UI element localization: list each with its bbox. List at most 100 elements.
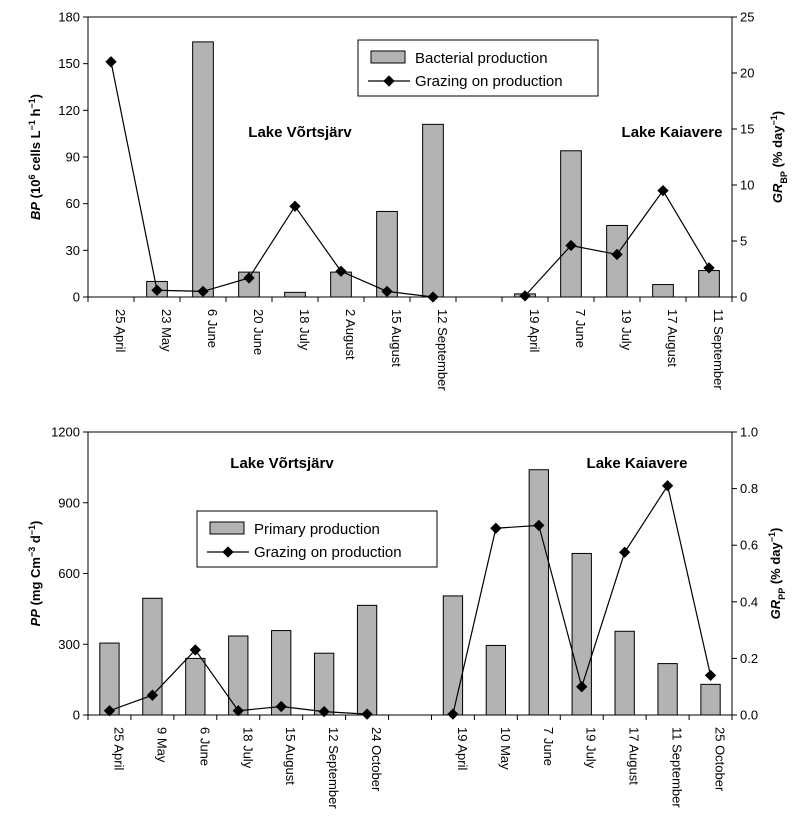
- category-label: 2 August: [343, 309, 358, 360]
- right-axis-title: GRBP (% day−1): [769, 111, 789, 203]
- lake-label: Lake Võrtsjärv: [230, 455, 334, 472]
- left-tick-label: 150: [58, 56, 80, 71]
- line-point: [381, 285, 393, 298]
- legend-bar-label: Bacterial production: [415, 50, 548, 67]
- bar: [571, 552, 592, 716]
- axis-title-sup: −3: [27, 547, 37, 557]
- right-tick-label: 25: [740, 10, 754, 25]
- axis-title-part: ): [770, 111, 785, 115]
- top-chart: 0 30 60 90 120 150 180 0 5 10 15 20 25 25 April 23 May…: [27, 10, 789, 392]
- axis-title-part: GR: [770, 183, 785, 203]
- bar: [376, 210, 398, 298]
- right-tick-label: 0.6: [740, 538, 758, 553]
- left-tick-label: 120: [58, 103, 80, 118]
- legend-line-label: Grazing on production: [415, 73, 563, 90]
- axis-title-part: h: [28, 109, 43, 121]
- right-tick-label: 1.0: [740, 425, 758, 440]
- line-point: [657, 184, 669, 197]
- category-label: 18 July: [240, 727, 255, 769]
- line-point: [335, 265, 347, 277]
- left-tick-label: 600: [58, 566, 80, 581]
- line-point: [427, 291, 439, 303]
- bar: [142, 597, 163, 716]
- legend-box: [357, 39, 599, 97]
- bar: [422, 123, 444, 298]
- legend-bar-label: Primary production: [254, 521, 380, 538]
- category-label: 25 October: [713, 727, 728, 792]
- bar: [606, 224, 628, 298]
- category-label: 24 October: [369, 727, 384, 792]
- line-point: [151, 284, 163, 296]
- line-point: [611, 248, 623, 261]
- category-label: 6 June: [205, 309, 220, 348]
- bar: [192, 41, 214, 298]
- category-label: 17 August: [665, 309, 680, 367]
- line-point: [232, 705, 244, 717]
- bar: [442, 595, 464, 716]
- legend-bar-swatch: [370, 50, 406, 64]
- right-tick-label: 10: [740, 178, 754, 193]
- category-label: 18 July: [297, 309, 312, 351]
- axis-title-sup: −1: [27, 120, 37, 130]
- line-point: [704, 669, 717, 682]
- axis-title-part: (10: [28, 180, 43, 202]
- line-point: [243, 272, 255, 284]
- bar: [313, 652, 335, 716]
- category-label: 12 September: [326, 727, 341, 809]
- line-point: [619, 546, 631, 558]
- category-label: 19 July: [584, 727, 599, 769]
- bar: [228, 635, 249, 716]
- axis-title-part: GR: [768, 599, 783, 619]
- category-label: 15 August: [389, 309, 404, 367]
- left-tick-label: 300: [58, 637, 80, 652]
- line-point: [519, 290, 531, 302]
- axis-title-part: ): [28, 94, 43, 98]
- legend-box: [196, 510, 438, 568]
- left-tick-label: 1200: [51, 425, 80, 440]
- left-tick-label: 900: [58, 495, 80, 510]
- line-point: [189, 644, 201, 656]
- line-point: [490, 522, 502, 534]
- line-point: [576, 681, 588, 693]
- axis-title-sub: BP: [779, 171, 789, 184]
- bar: [284, 291, 306, 298]
- line-point: [361, 708, 373, 720]
- bar: [185, 657, 206, 716]
- left-axis-title: BP (106 cells L−1 h−1): [27, 94, 43, 220]
- grazing-line-vortsjarv: [110, 61, 434, 298]
- axis-title-part: BP: [28, 202, 43, 220]
- legend-bar-swatch: [209, 521, 245, 535]
- line-point: [105, 56, 117, 68]
- bar: [652, 284, 674, 298]
- line-point: [275, 700, 287, 713]
- axis-title-part: (mg Cm: [28, 557, 43, 609]
- left-tick-label: 60: [66, 196, 80, 211]
- axis-title-part: cells L: [28, 130, 43, 174]
- bar: [271, 630, 292, 716]
- right-tick-label: 20: [740, 66, 754, 81]
- right-tick-label: 5: [740, 234, 747, 249]
- axis-title-sub: PP: [777, 588, 787, 600]
- axis-title-sup: −1: [767, 532, 777, 542]
- line-point: [661, 480, 674, 492]
- bottom-chart: 0 300 600 900 1200 0.0 0.2 0.4 0.6 0.8 1.0 25 April…: [27, 425, 787, 810]
- category-label: 19 April: [455, 727, 470, 770]
- bar: [657, 663, 678, 716]
- axis-title-sup: 6: [27, 175, 37, 180]
- category-label: 7 June: [541, 727, 556, 766]
- bar: [698, 270, 720, 298]
- line-point: [197, 285, 209, 298]
- axis-title-part: d: [28, 535, 43, 547]
- category-label: 12 September: [435, 309, 450, 391]
- legend-line-label: Grazing on production: [254, 544, 402, 561]
- category-label: 11 September: [670, 727, 685, 808]
- lake-label: Lake Kaiavere: [587, 455, 688, 472]
- left-axis-title: PP (mg Cm−3 d−1): [27, 521, 43, 627]
- category-label: 17 August: [627, 727, 642, 785]
- bar: [700, 683, 721, 716]
- bar: [485, 644, 507, 716]
- category-label: 25 April: [111, 727, 126, 770]
- axis-title-part: (% day: [770, 125, 785, 171]
- axis-title-part: (% day: [768, 542, 783, 588]
